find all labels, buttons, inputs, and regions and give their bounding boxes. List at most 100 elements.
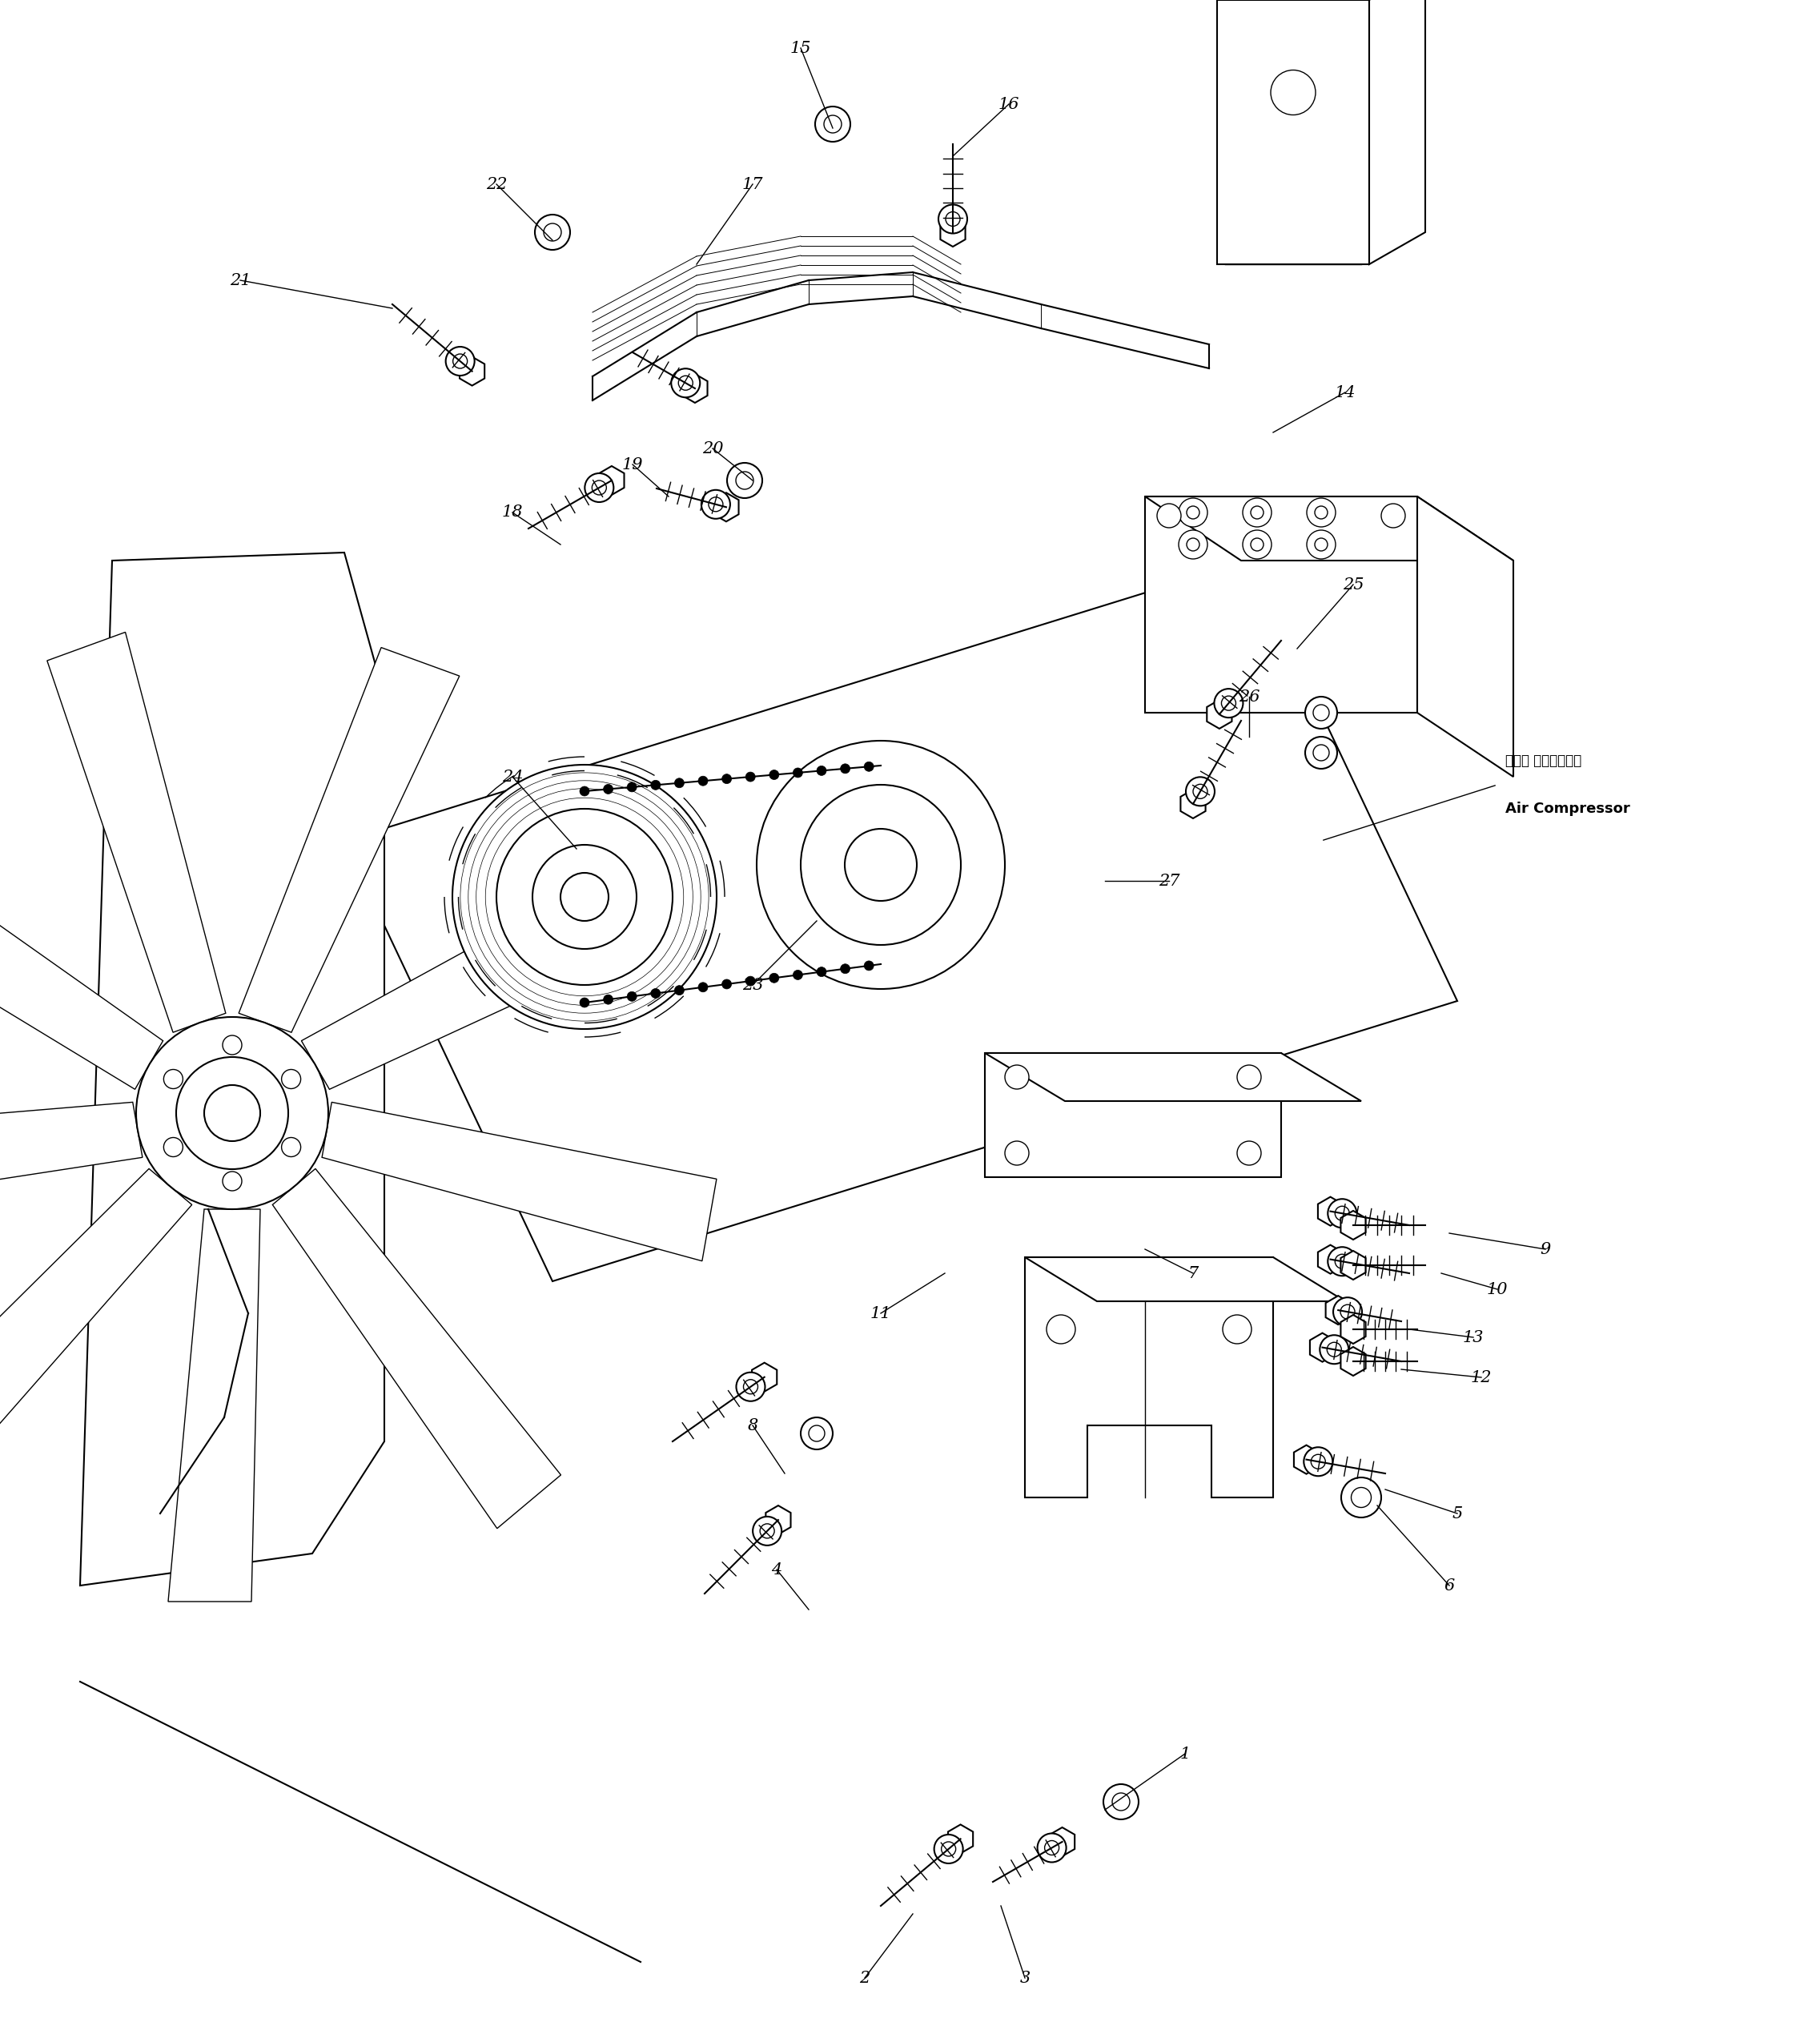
Circle shape xyxy=(535,214,570,249)
Circle shape xyxy=(1381,504,1405,527)
Circle shape xyxy=(737,1372,764,1401)
Circle shape xyxy=(282,1070,300,1088)
Circle shape xyxy=(794,970,803,980)
Polygon shape xyxy=(1181,790,1205,819)
Circle shape xyxy=(1314,539,1327,551)
Polygon shape xyxy=(1341,1252,1365,1280)
Circle shape xyxy=(204,1084,260,1141)
Circle shape xyxy=(1270,69,1316,114)
Circle shape xyxy=(1214,688,1243,717)
Text: 20: 20 xyxy=(703,441,723,455)
Circle shape xyxy=(801,784,961,945)
Text: 5: 5 xyxy=(1452,1505,1463,1521)
Circle shape xyxy=(584,474,613,502)
Circle shape xyxy=(708,496,723,513)
Circle shape xyxy=(761,1523,774,1538)
Circle shape xyxy=(1305,737,1338,768)
Circle shape xyxy=(222,1035,242,1054)
Circle shape xyxy=(1314,506,1327,519)
Circle shape xyxy=(1329,1199,1356,1227)
Polygon shape xyxy=(0,813,164,1088)
Circle shape xyxy=(723,774,732,784)
Polygon shape xyxy=(1025,1258,1345,1301)
Polygon shape xyxy=(1145,496,1514,562)
Text: 8: 8 xyxy=(748,1417,757,1433)
Circle shape xyxy=(1005,1066,1028,1088)
Circle shape xyxy=(628,782,637,792)
Text: 26: 26 xyxy=(1238,688,1259,704)
Text: 1: 1 xyxy=(1179,1746,1190,1762)
Polygon shape xyxy=(985,1054,1361,1101)
Circle shape xyxy=(1045,1840,1059,1854)
Circle shape xyxy=(1336,1207,1349,1221)
Polygon shape xyxy=(273,1168,561,1529)
Circle shape xyxy=(136,1017,328,1209)
Text: 11: 11 xyxy=(870,1305,892,1321)
Circle shape xyxy=(817,766,826,776)
Circle shape xyxy=(1350,1487,1370,1507)
Circle shape xyxy=(1046,1315,1076,1344)
Text: 6: 6 xyxy=(1443,1578,1454,1593)
Circle shape xyxy=(282,1137,300,1156)
Circle shape xyxy=(679,376,693,390)
Text: 2: 2 xyxy=(859,1971,870,1985)
Circle shape xyxy=(817,968,826,976)
Circle shape xyxy=(675,778,684,788)
Text: 9: 9 xyxy=(1540,1242,1551,1256)
Circle shape xyxy=(1179,531,1207,560)
Text: 17: 17 xyxy=(743,176,763,192)
Circle shape xyxy=(939,204,966,233)
Polygon shape xyxy=(460,357,484,386)
Polygon shape xyxy=(1341,1315,1365,1344)
Circle shape xyxy=(1179,498,1207,527)
Text: 22: 22 xyxy=(486,176,508,192)
Text: 24: 24 xyxy=(502,770,522,784)
Circle shape xyxy=(1320,1335,1349,1364)
Text: 10: 10 xyxy=(1487,1282,1509,1297)
Polygon shape xyxy=(1418,496,1514,776)
Circle shape xyxy=(844,829,917,901)
Polygon shape xyxy=(1369,0,1425,263)
Polygon shape xyxy=(713,492,739,521)
Circle shape xyxy=(1310,1454,1325,1468)
Circle shape xyxy=(561,872,608,921)
Text: 4: 4 xyxy=(772,1562,783,1576)
Polygon shape xyxy=(1318,1197,1343,1225)
Circle shape xyxy=(815,106,850,141)
Text: 18: 18 xyxy=(502,504,522,521)
Polygon shape xyxy=(1025,1258,1274,1497)
Polygon shape xyxy=(0,1103,142,1217)
Circle shape xyxy=(1341,1478,1381,1517)
Circle shape xyxy=(581,786,590,796)
Circle shape xyxy=(864,962,874,970)
Circle shape xyxy=(726,464,763,498)
Text: 25: 25 xyxy=(1343,578,1363,592)
Polygon shape xyxy=(941,218,965,247)
Circle shape xyxy=(164,1070,182,1088)
Circle shape xyxy=(675,986,684,994)
Circle shape xyxy=(864,762,874,772)
Polygon shape xyxy=(1294,1446,1320,1474)
Circle shape xyxy=(757,741,1005,988)
Text: エアー コンプレッサ: エアー コンプレッサ xyxy=(1505,753,1582,768)
Text: 23: 23 xyxy=(743,978,763,992)
Circle shape xyxy=(652,988,661,999)
Polygon shape xyxy=(302,852,688,1088)
Circle shape xyxy=(1221,696,1236,711)
Circle shape xyxy=(1037,1834,1067,1862)
Circle shape xyxy=(746,976,755,986)
Circle shape xyxy=(1158,504,1181,527)
Polygon shape xyxy=(766,1505,790,1534)
Polygon shape xyxy=(599,466,624,494)
Circle shape xyxy=(941,1842,956,1856)
Circle shape xyxy=(746,772,755,782)
Circle shape xyxy=(1307,498,1336,527)
Circle shape xyxy=(1314,704,1329,721)
Circle shape xyxy=(1340,1305,1354,1319)
Circle shape xyxy=(794,768,803,778)
Circle shape xyxy=(1112,1793,1130,1811)
Text: 3: 3 xyxy=(1019,1971,1030,1985)
Circle shape xyxy=(1223,1315,1252,1344)
Circle shape xyxy=(1303,1448,1332,1476)
Circle shape xyxy=(753,1517,781,1546)
